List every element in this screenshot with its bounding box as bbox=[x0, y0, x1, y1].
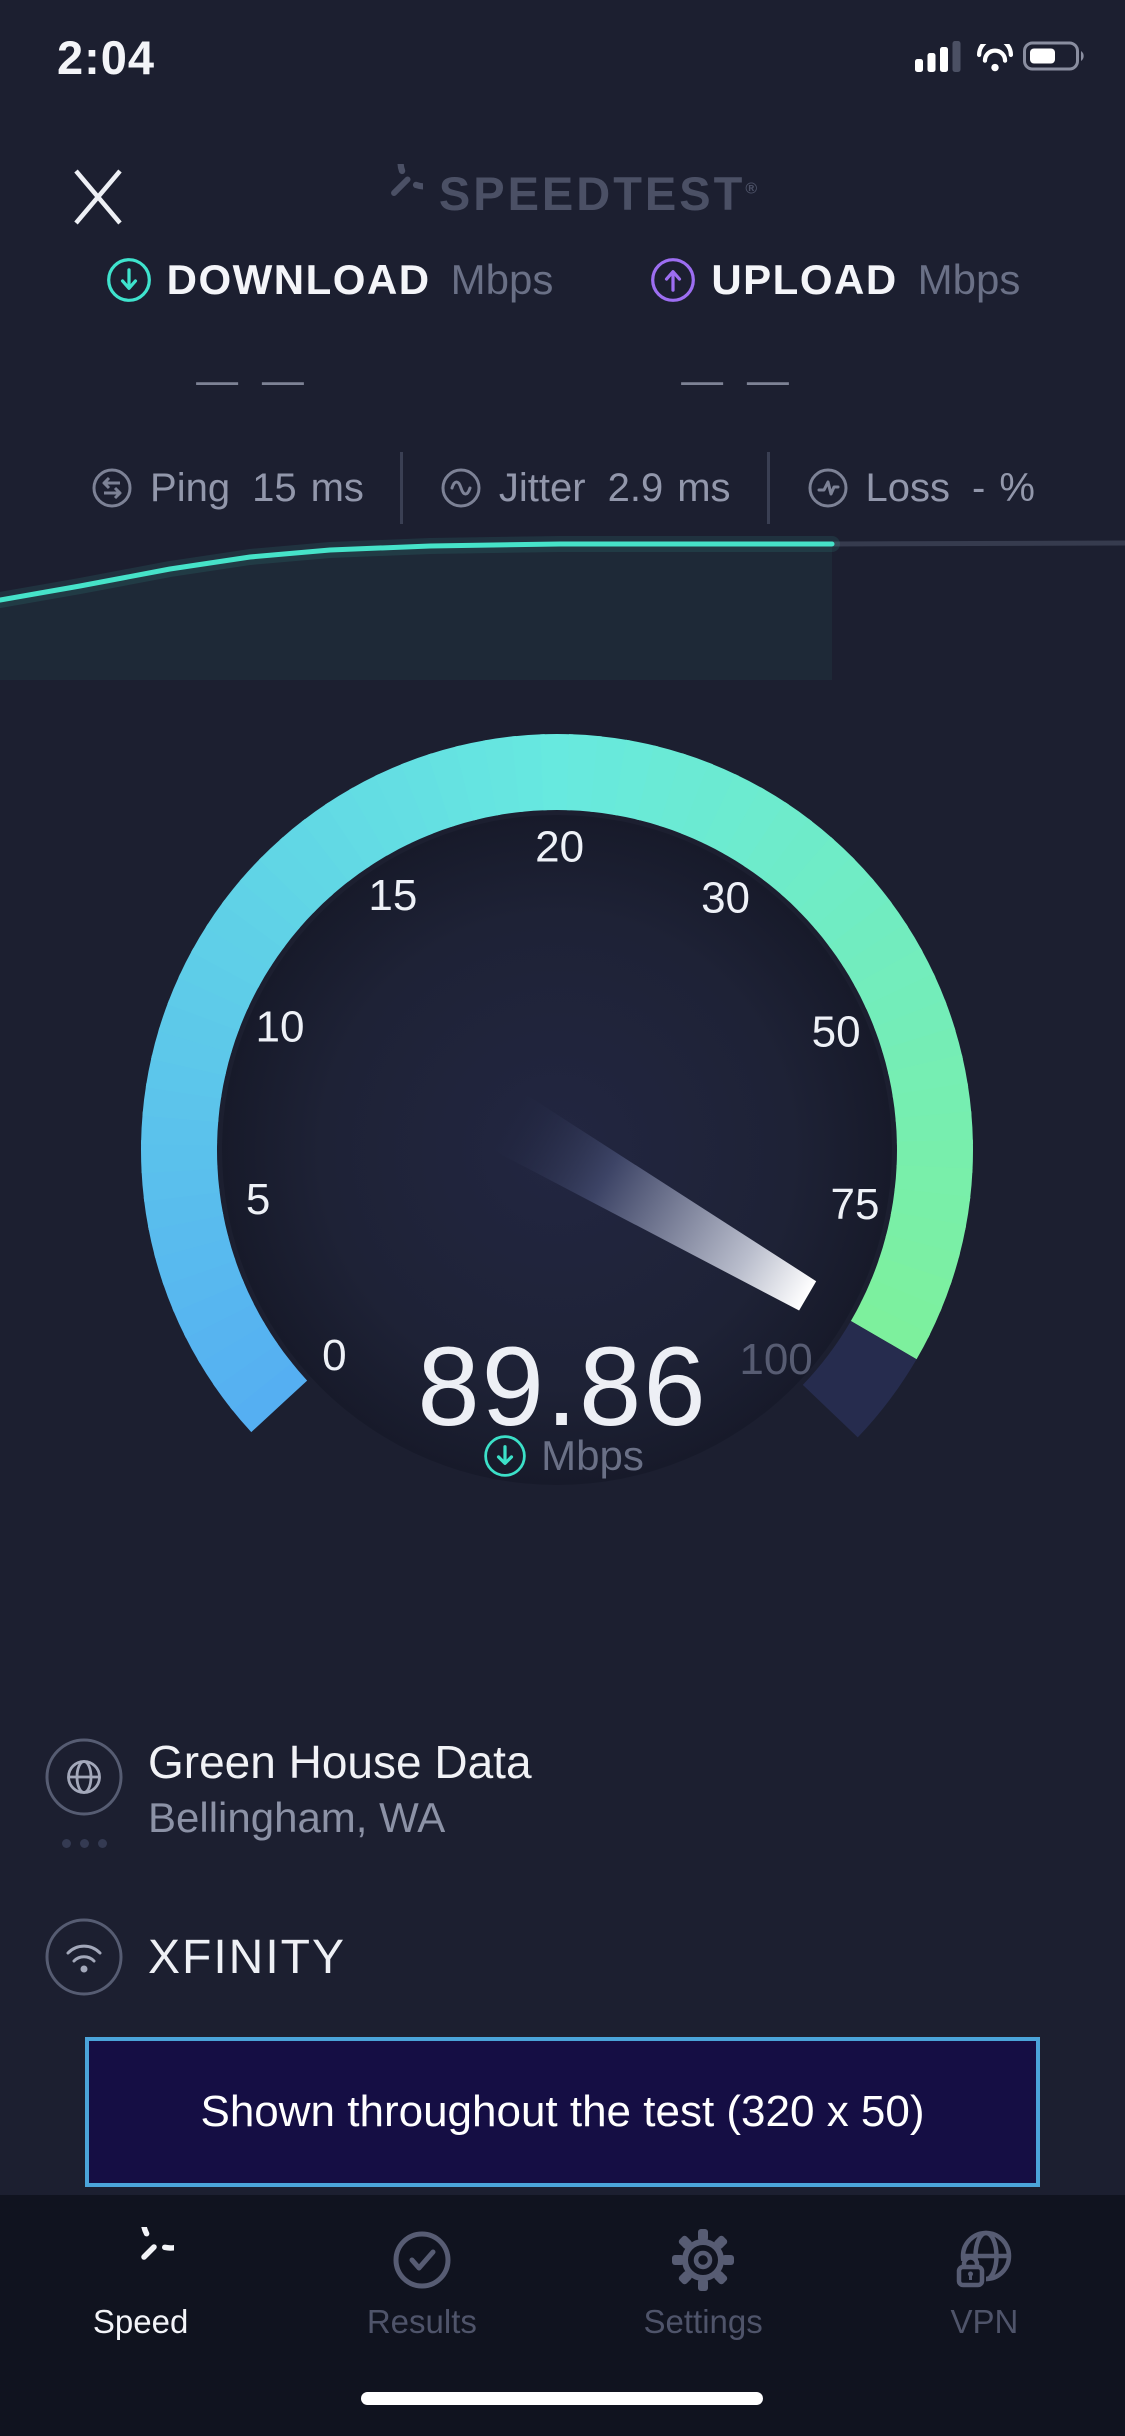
ping-icon bbox=[92, 468, 132, 508]
download-arrow-icon bbox=[106, 258, 151, 302]
loss-metric: Loss - % bbox=[806, 466, 1035, 511]
tab-settings[interactable]: Settings bbox=[563, 2195, 844, 2436]
latency-row: Ping 15 ms Jitter 2.9 ms Loss - % bbox=[0, 452, 1125, 524]
cellular-signal-icon bbox=[915, 41, 961, 72]
status-time: 2:04 bbox=[57, 31, 156, 84]
globe-icon[interactable] bbox=[44, 1737, 124, 1817]
current-speed-value: 89.86 bbox=[417, 1324, 708, 1449]
loss-unit: % bbox=[999, 465, 1035, 510]
current-speed-unit-row: Mbps bbox=[0, 1432, 1125, 1480]
tab-vpn[interactable]: VPN bbox=[844, 2195, 1125, 2436]
svg-text:15: 15 bbox=[368, 871, 417, 920]
isp-wifi-icon bbox=[45, 1918, 123, 1996]
ping-value: 15 bbox=[252, 465, 297, 510]
upload-label: UPLOAD bbox=[711, 256, 898, 303]
home-indicator[interactable] bbox=[361, 2392, 763, 2405]
svg-text:100: 100 bbox=[739, 1335, 812, 1384]
status-icons bbox=[915, 38, 1087, 72]
server-location: Bellingham, WA bbox=[148, 1794, 446, 1841]
isp-name: XFINITY bbox=[148, 1931, 347, 1984]
upload-value-placeholder: — — bbox=[681, 356, 795, 403]
ping-label: Ping bbox=[150, 465, 231, 510]
svg-text:0: 0 bbox=[322, 1331, 346, 1380]
speedtest-logo: SPEEDTEST® bbox=[0, 164, 1125, 222]
svg-text:10: 10 bbox=[256, 1003, 305, 1052]
tab-results-label: Results bbox=[366, 2303, 477, 2340]
svg-text:30: 30 bbox=[701, 874, 750, 923]
divider bbox=[766, 452, 770, 524]
upload-arrow-icon bbox=[651, 258, 696, 302]
tab-vpn-label: VPN bbox=[950, 2303, 1019, 2340]
speed-gauge: 0 5 10 15 20 30 50 75 100 bbox=[141, 734, 973, 1485]
jitter-value: 2.9 bbox=[607, 465, 664, 510]
settings-icon bbox=[672, 2229, 735, 2291]
download-unit: Mbps bbox=[450, 256, 554, 303]
metrics-header-row: DOWNLOAD Mbps UPLOAD Mbps bbox=[0, 256, 1125, 304]
tab-settings-label: Settings bbox=[643, 2303, 763, 2340]
svg-text:5: 5 bbox=[246, 1175, 270, 1224]
divider bbox=[399, 452, 403, 524]
svg-text:75: 75 bbox=[831, 1180, 880, 1229]
jitter-metric: Jitter 2.9 ms bbox=[439, 466, 731, 511]
svg-text:50: 50 bbox=[812, 1008, 861, 1057]
current-speed-unit: Mbps bbox=[541, 1432, 644, 1479]
jitter-unit: ms bbox=[677, 465, 731, 510]
ad-banner[interactable]: Shown throughout the test (320 x 50) bbox=[85, 2037, 1040, 2187]
ellipsis-icon bbox=[62, 1839, 107, 1848]
ad-banner-text: Shown throughout the test (320 x 50) bbox=[200, 2087, 925, 2136]
gauge-icon bbox=[140, 2227, 174, 2260]
download-header: DOWNLOAD Mbps bbox=[105, 256, 554, 304]
loss-value: - bbox=[972, 465, 986, 510]
speedtest-gauge-logo-icon bbox=[390, 164, 423, 196]
loss-icon bbox=[808, 468, 848, 508]
tab-speed[interactable]: Speed bbox=[0, 2195, 281, 2436]
download-value-placeholder: — — bbox=[196, 356, 310, 403]
upload-unit: Mbps bbox=[917, 256, 1021, 303]
speed-progress-graph bbox=[0, 536, 1125, 680]
upload-header: UPLOAD Mbps bbox=[649, 256, 1020, 304]
server-name[interactable]: Green House Data bbox=[148, 1736, 532, 1788]
logo-text: SPEEDTEST® bbox=[438, 166, 761, 220]
vpn-icon bbox=[956, 2230, 1012, 2289]
tab-speed-label: Speed bbox=[92, 2303, 189, 2340]
jitter-icon bbox=[441, 468, 481, 508]
ping-unit: ms bbox=[310, 465, 364, 510]
battery-icon bbox=[1023, 41, 1084, 71]
svg-text:20: 20 bbox=[535, 823, 584, 872]
ping-metric: Ping 15 ms bbox=[90, 466, 364, 511]
download-arrow-icon bbox=[484, 1435, 526, 1477]
results-icon bbox=[393, 2231, 451, 2289]
loss-label: Loss bbox=[865, 465, 951, 510]
tab-results[interactable]: Results bbox=[281, 2195, 562, 2436]
close-icon[interactable] bbox=[71, 166, 125, 228]
wifi-icon bbox=[977, 44, 1013, 72]
jitter-label: Jitter bbox=[498, 465, 586, 510]
download-label: DOWNLOAD bbox=[166, 256, 431, 303]
